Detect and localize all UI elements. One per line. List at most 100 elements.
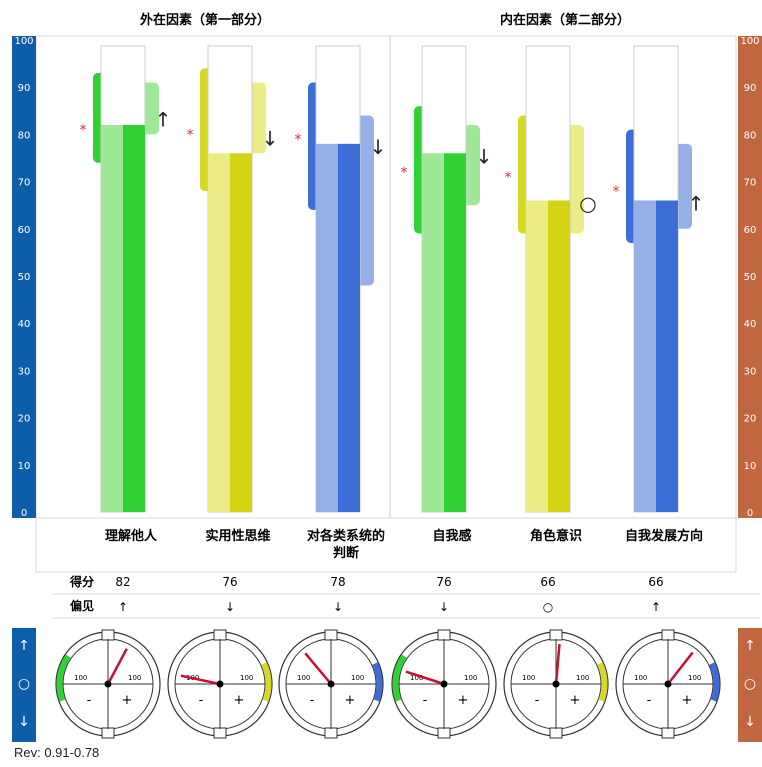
dial-needle bbox=[554, 644, 561, 685]
bias-marker: ↓ bbox=[476, 144, 493, 168]
legend-symbol: ○ bbox=[744, 676, 756, 692]
dial-hub bbox=[552, 680, 560, 688]
score-bar bbox=[444, 153, 466, 512]
revision-label: Rev: 0.91-0.78 bbox=[14, 745, 100, 760]
score-value: 66 bbox=[648, 575, 663, 589]
dial-left-value: 100 bbox=[74, 674, 87, 682]
legend-symbol: ○ bbox=[18, 676, 30, 692]
bias-value: ↑ bbox=[651, 600, 661, 614]
score-row-label: 得分 bbox=[69, 574, 94, 589]
score-bar bbox=[656, 200, 678, 513]
right-tick-label: 80 bbox=[744, 130, 757, 141]
dial-plus: + bbox=[682, 693, 693, 708]
dial-hub bbox=[216, 680, 224, 688]
dial-minus: - bbox=[199, 693, 204, 708]
dial-needle bbox=[667, 651, 694, 685]
reference-star-icon: * bbox=[401, 165, 408, 181]
score-bar bbox=[422, 153, 444, 512]
right-tick-label: 90 bbox=[744, 83, 757, 94]
score-bar bbox=[123, 124, 145, 513]
left-axis-bar bbox=[12, 36, 36, 518]
dial-notch bbox=[661, 727, 675, 739]
dial-minus: - bbox=[87, 693, 92, 708]
right-legend-bar bbox=[738, 628, 762, 742]
score-bar bbox=[208, 153, 230, 512]
reference-star-icon: * bbox=[613, 184, 620, 200]
dial-notch bbox=[213, 629, 227, 641]
right-tick-label: 100 bbox=[740, 36, 759, 47]
category-label: 自我发展方向 bbox=[625, 528, 703, 544]
dial-notch bbox=[324, 629, 338, 641]
dial-right-value: 100 bbox=[351, 674, 364, 682]
dial-notch bbox=[101, 727, 115, 739]
dial-arc bbox=[372, 662, 383, 702]
dial-gauge: 100 100 - + bbox=[278, 629, 384, 739]
left-tick-label: 10 bbox=[18, 461, 31, 472]
dial-left-value: 100 bbox=[522, 674, 535, 682]
dial-hub bbox=[440, 680, 448, 688]
bias-marker: ↑ bbox=[155, 107, 172, 131]
score-bar bbox=[338, 143, 360, 512]
category-label: 角色意识 bbox=[530, 528, 582, 544]
bias-marker: ○ bbox=[579, 191, 596, 215]
legend-symbol: ↓ bbox=[18, 714, 30, 730]
bias-row-label: 偏见 bbox=[70, 598, 94, 613]
dial-gauge: 100 100 - + bbox=[55, 629, 161, 739]
right-tick-label: 40 bbox=[744, 319, 757, 330]
right-axis-bar bbox=[738, 36, 762, 518]
left-tick-label: 30 bbox=[18, 366, 31, 377]
dial-arc bbox=[261, 662, 272, 702]
reference-star-icon: * bbox=[505, 170, 512, 186]
dial-right-value: 100 bbox=[464, 674, 477, 682]
dial-right-value: 100 bbox=[240, 674, 253, 682]
dial-hub bbox=[327, 680, 335, 688]
legend-symbol: ↑ bbox=[18, 638, 30, 654]
dial-minus: - bbox=[535, 693, 540, 708]
dial-minus: - bbox=[310, 693, 315, 708]
score-bar bbox=[526, 200, 548, 513]
score-value: 76 bbox=[222, 575, 237, 589]
left-tick-label: 70 bbox=[18, 178, 31, 189]
score-value: 82 bbox=[115, 575, 130, 589]
dial-plus: + bbox=[570, 693, 581, 708]
dial-needle bbox=[304, 652, 332, 685]
right-tick-label: 50 bbox=[744, 272, 757, 283]
bias-value: ○ bbox=[543, 600, 553, 614]
right-tick-label: 60 bbox=[744, 225, 757, 236]
category-label: 理解他人 bbox=[105, 528, 158, 544]
dial-plus: + bbox=[345, 693, 356, 708]
bias-marker: ↑ bbox=[688, 191, 705, 215]
dial-gauge: 100 100 - + bbox=[615, 629, 721, 739]
reference-star-icon: * bbox=[80, 123, 87, 139]
dial-plus: + bbox=[234, 693, 245, 708]
dial-left-value: 100 bbox=[634, 674, 647, 682]
left-tick-label: 50 bbox=[18, 272, 31, 283]
dial-notch bbox=[437, 629, 451, 641]
left-tick-label: 20 bbox=[18, 414, 31, 425]
right-tick-label: 30 bbox=[744, 366, 757, 377]
label-box bbox=[35, 517, 737, 573]
dial-notch bbox=[661, 629, 675, 641]
category-label: 自我感 bbox=[432, 528, 471, 544]
reference-star-icon: * bbox=[187, 127, 194, 143]
left-tick-label: 60 bbox=[18, 225, 31, 236]
dial-plus: + bbox=[122, 693, 133, 708]
dial-right-value: 100 bbox=[128, 674, 141, 682]
dial-notch bbox=[549, 727, 563, 739]
dial-left-value: 100 bbox=[297, 674, 310, 682]
dial-notch bbox=[101, 629, 115, 641]
bias-value: ↓ bbox=[333, 600, 343, 614]
score-bar bbox=[101, 124, 123, 513]
score-bar bbox=[548, 200, 570, 513]
score-bar bbox=[230, 153, 252, 512]
left-tick-label: 0 bbox=[21, 508, 27, 519]
dial-needle bbox=[180, 674, 221, 686]
score-value: 66 bbox=[540, 575, 555, 589]
score-value: 78 bbox=[330, 575, 345, 589]
legend-symbol: ↓ bbox=[744, 714, 756, 730]
dial-gauge: 100 100 - + bbox=[503, 629, 609, 739]
legend-symbol: ↑ bbox=[744, 638, 756, 654]
dial-hub bbox=[664, 680, 672, 688]
category-label: 对各类系统的 bbox=[307, 528, 385, 544]
